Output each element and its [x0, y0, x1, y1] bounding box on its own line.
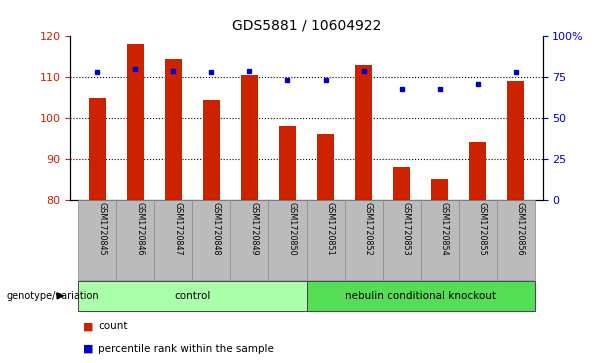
Bar: [508, 81, 525, 200]
Bar: [431, 179, 448, 200]
Bar: [469, 142, 486, 200]
Bar: [154, 200, 192, 280]
Text: GSM1720849: GSM1720849: [249, 202, 259, 256]
Text: GSM1720846: GSM1720846: [135, 202, 144, 256]
Bar: [497, 200, 535, 280]
Text: control: control: [174, 291, 210, 301]
Bar: [383, 200, 421, 280]
Bar: [268, 200, 306, 280]
Bar: [116, 200, 154, 280]
Text: percentile rank within the sample: percentile rank within the sample: [98, 344, 274, 354]
Bar: [345, 200, 383, 280]
Bar: [393, 167, 410, 200]
Bar: [279, 126, 296, 200]
Text: GSM1720847: GSM1720847: [173, 202, 182, 256]
Text: ■: ■: [83, 344, 97, 354]
Text: GSM1720852: GSM1720852: [364, 202, 373, 256]
Text: GSM1720856: GSM1720856: [516, 202, 525, 256]
Bar: [203, 99, 220, 200]
Bar: [317, 134, 334, 200]
Bar: [421, 200, 459, 280]
Bar: [230, 200, 268, 280]
Text: GSM1720850: GSM1720850: [287, 202, 297, 256]
Text: GSM1720853: GSM1720853: [402, 202, 411, 256]
Text: count: count: [98, 321, 128, 331]
Bar: [192, 200, 230, 280]
Bar: [355, 65, 372, 200]
Bar: [306, 281, 535, 310]
Text: GSM1720851: GSM1720851: [326, 202, 335, 256]
Title: GDS5881 / 10604922: GDS5881 / 10604922: [232, 19, 381, 32]
Bar: [241, 75, 258, 200]
Text: nebulin conditional knockout: nebulin conditional knockout: [345, 291, 496, 301]
Bar: [78, 200, 116, 280]
Bar: [78, 281, 306, 310]
Bar: [88, 98, 105, 200]
Text: genotype/variation: genotype/variation: [6, 291, 99, 301]
Bar: [165, 59, 182, 200]
Text: GSM1720848: GSM1720848: [211, 202, 220, 256]
Bar: [127, 44, 144, 200]
Bar: [306, 200, 345, 280]
Text: ■: ■: [83, 321, 97, 331]
Text: GSM1720854: GSM1720854: [440, 202, 449, 256]
Text: GSM1720855: GSM1720855: [478, 202, 487, 256]
Text: GSM1720845: GSM1720845: [97, 202, 106, 256]
Bar: [459, 200, 497, 280]
